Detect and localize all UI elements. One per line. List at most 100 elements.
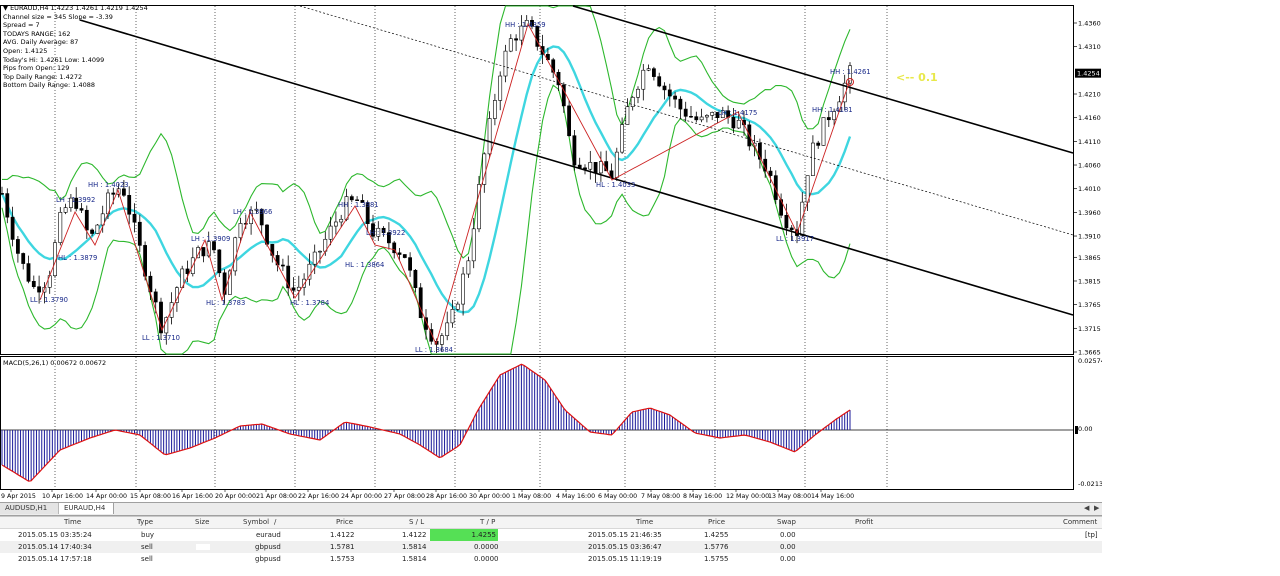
row-tp: 0.0000: [474, 543, 499, 551]
tab-audusd-h1[interactable]: AUDUSD,H1: [0, 503, 61, 514]
col-symbol[interactable]: Symbol: [243, 518, 270, 526]
col-close-price[interactable]: Price: [708, 518, 726, 526]
candle-body: [238, 223, 243, 239]
candle-body: [58, 212, 63, 243]
swing-label: LL : 1.3917: [776, 235, 814, 243]
tab-euraud-h4[interactable]: EURAUD,H4: [58, 503, 114, 514]
candle-body: [768, 170, 773, 176]
candle-body: [784, 214, 789, 229]
candle-body: [376, 227, 381, 237]
col-sl[interactable]: S / L: [409, 518, 425, 526]
chart-annotation: <-- 0.1: [896, 71, 938, 84]
price-chart[interactable]: HH : 1.4359 HH : 1.4261 LH : 1.4175 HH : 1.…: [0, 0, 1102, 502]
price-tick-label: 1.4010: [1078, 185, 1101, 193]
price-tick-label: 1.4210: [1078, 91, 1101, 99]
col-close-time[interactable]: Time: [636, 518, 654, 526]
candle-body: [328, 225, 333, 240]
candle-body: [789, 227, 794, 230]
candle-body: [535, 25, 540, 47]
channel-lower-line: [79, 19, 1074, 316]
swing-label: HH : 1.4261: [830, 68, 871, 76]
row-tp: 1.4255: [430, 529, 498, 541]
chart-info-panel: ▼ EURAUD,H4 1.4223 1.4261 1.4219 1.4254 …: [3, 4, 148, 90]
candle-body: [773, 175, 778, 200]
time-tick-label: 7 May 08:00: [641, 493, 680, 500]
candle-body: [259, 208, 264, 226]
candle-body: [720, 110, 725, 119]
table-row[interactable]: 2015.05.14 17:40:34 sell gbpusd 1.5781 1…: [0, 541, 1102, 553]
col-comment[interactable]: Comment: [1063, 518, 1098, 526]
swing-label: LL : 1.3684: [415, 346, 453, 354]
candle-body: [461, 273, 466, 305]
tab-scroll-left-icon[interactable]: ◀: [1084, 504, 1090, 512]
candle-body: [381, 227, 386, 233]
col-type[interactable]: Type: [137, 518, 154, 526]
price-axis: 1.4360 1.4310 1.4210 1.4160 1.4110 1.4060 1.40…: [1073, 20, 1101, 357]
col-profit[interactable]: Profit: [855, 518, 874, 526]
candle-body: [757, 142, 762, 160]
price-tick-label: 1.3910: [1078, 233, 1101, 241]
candle-body: [641, 69, 646, 90]
time-tick-label: 9 Apr 2015: [1, 493, 36, 500]
time-tick-label: 27 Apr 08:00: [384, 493, 425, 500]
candle-body: [318, 250, 322, 253]
candle-body: [636, 88, 640, 98]
row-close-price: 1.5776: [704, 543, 729, 551]
candle-body: [196, 247, 201, 259]
zigzag-polyline: [39, 22, 851, 346]
col-tp[interactable]: T / P: [480, 518, 496, 526]
candle-body: [646, 68, 651, 71]
row-symbol: gbpusd: [255, 543, 281, 551]
swing-label: LL : 1.3710: [142, 334, 180, 342]
info-line: Top Daily Range: 1.4272: [3, 72, 83, 81]
candle-body: [598, 161, 603, 174]
col-price[interactable]: Price: [336, 518, 354, 526]
col-time[interactable]: Time: [64, 518, 82, 526]
row-swap: 0.00: [780, 543, 796, 551]
table-row[interactable]: 2015.05.15 03:35:24 buy euraud 1.4122 1.…: [0, 529, 1102, 541]
row-type: sell: [141, 555, 153, 563]
candle-body: [842, 82, 847, 103]
macd-label: MACD(5,26,1) 0.00672 0.00672: [3, 359, 106, 367]
tab-scroll-right-icon[interactable]: ▶: [1094, 504, 1100, 512]
table-header: Time Type Size Symbol / Price S / L T / …: [0, 517, 1102, 529]
time-tick-label: 20 Apr 00:00: [215, 493, 256, 500]
col-size[interactable]: Size: [195, 518, 210, 526]
price-tick-label: 1.3815: [1078, 277, 1101, 285]
candle-body: [667, 89, 672, 97]
window-menu-icon[interactable]: ▼: [3, 4, 8, 12]
table-row[interactable]: 2015.05.14 17:57:18 sell gbpusd 1.5753 1…: [0, 553, 1102, 565]
candle-body: [418, 287, 423, 318]
candle-body: [408, 257, 413, 271]
row-price: 1.5781: [330, 543, 355, 551]
candle-body: [710, 112, 715, 116]
candle-body: [185, 268, 190, 275]
row-tp: 0.0000: [474, 555, 499, 563]
candle-body: [593, 162, 598, 174]
info-line: Today's Hi: 1.4261 Low: 1.4099: [3, 55, 105, 64]
candle-body: [159, 301, 163, 334]
candle-body: [545, 54, 550, 61]
swing-label: LL : 1.3790: [30, 296, 68, 304]
info-line: TODAYS RANGE: 162: [3, 29, 71, 38]
candle-body: [678, 98, 683, 110]
channel-upper-line: [572, 5, 1074, 154]
candle-body: [137, 221, 142, 246]
candle-body: [508, 38, 513, 52]
price-tick-label: 1.4060: [1078, 162, 1101, 170]
candle-body: [588, 162, 593, 170]
col-swap[interactable]: Swap: [777, 518, 796, 526]
row-sl: 1.4122: [402, 531, 427, 539]
candle-body: [572, 135, 577, 166]
candle-body: [816, 142, 821, 146]
macd-tick-label: 0.02574: [1078, 357, 1102, 365]
candle-body: [445, 322, 450, 336]
swing-label: HH : 1.4023: [88, 181, 129, 189]
candle-body: [100, 213, 105, 226]
time-tick-label: 14 Apr 00:00: [86, 493, 127, 500]
candle-body: [466, 260, 471, 275]
price-tick-label: 1.4310: [1078, 43, 1101, 51]
bollinger-upper: [2, 5, 851, 259]
candle-body: [683, 108, 688, 117]
row-sl: 1.5814: [402, 555, 427, 563]
